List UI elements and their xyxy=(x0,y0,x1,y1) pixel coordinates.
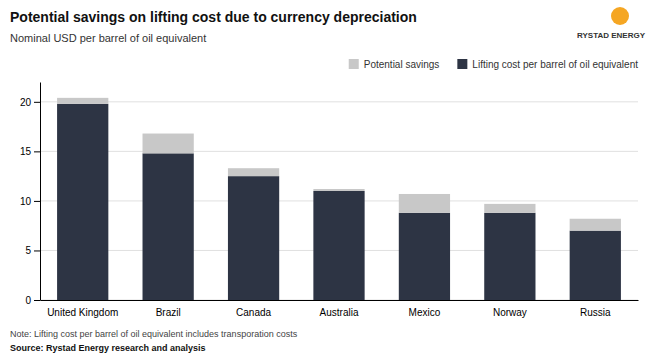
x-tick: Canada xyxy=(236,307,271,318)
y-tick-mark xyxy=(34,102,40,103)
title: Potential savings on lifting cost due to… xyxy=(10,9,417,25)
grid-line xyxy=(40,151,638,152)
bar xyxy=(143,153,194,300)
y-tick-mark xyxy=(34,300,40,301)
bar xyxy=(57,98,108,104)
x-tick: United Kingdom xyxy=(47,307,118,318)
subtitle: Nominal USD per barrel of oil equivalent xyxy=(10,32,206,44)
grid xyxy=(40,102,638,300)
plot: 0 5 10 15 20 United Kingdom Brazil Canada Austra… xyxy=(20,83,639,319)
series xyxy=(57,98,621,231)
annotation: RYSTAD ENERGY xyxy=(577,31,646,40)
y-tick-mark xyxy=(34,151,40,152)
bar xyxy=(399,213,450,300)
bar xyxy=(228,176,279,300)
y-tick: 5 xyxy=(25,245,40,256)
note: Note: Lifting cost per barrel of oil equ… xyxy=(10,329,298,339)
y-axis: 0 5 10 15 20 xyxy=(20,83,41,306)
y-tick-label: 5 xyxy=(25,245,31,256)
legend-label: Potential savings xyxy=(364,59,440,70)
bar xyxy=(570,231,621,300)
legend-item: Lifting cost per barrel of oil equivalen… xyxy=(457,59,638,70)
x-tick-label: Russia xyxy=(580,307,611,318)
bar xyxy=(484,204,535,213)
legend-label: Lifting cost per barrel of oil equivalen… xyxy=(472,59,638,70)
bar xyxy=(57,104,108,300)
x-tick-label: Australia xyxy=(320,307,359,318)
x-tick: Australia xyxy=(320,307,359,318)
logo: RYSTAD ENERGY xyxy=(577,7,646,40)
y-tick-label: 20 xyxy=(20,97,32,108)
bar xyxy=(399,194,450,213)
bar xyxy=(484,213,535,300)
bar xyxy=(228,168,279,176)
legend-item: Potential savings xyxy=(349,59,440,70)
grid-line xyxy=(40,101,638,102)
y-tick-label: 10 xyxy=(20,196,32,207)
series xyxy=(57,104,621,300)
y-axis-line xyxy=(40,83,41,301)
bar xyxy=(570,219,621,231)
x-tick: Mexico xyxy=(409,307,441,318)
y-tick-mark xyxy=(34,201,40,202)
x-axis-line xyxy=(41,300,639,301)
source: Source: Rystad Energy research and analy… xyxy=(10,343,206,353)
y-tick-mark xyxy=(34,250,40,251)
y-tick: 0 xyxy=(25,295,40,306)
chart: Potential savings on lifting cost due to… xyxy=(0,0,653,359)
x-tick-label: Canada xyxy=(236,307,271,318)
y-tick-label: 15 xyxy=(20,146,32,157)
bars xyxy=(57,98,621,300)
y-tick: 20 xyxy=(20,97,40,108)
x-tick: Brazil xyxy=(156,307,181,318)
x-axis: United Kingdom Brazil Canada Australia Mexic… xyxy=(41,301,639,319)
legend: Potential savings Lifting cost per barrel… xyxy=(349,59,638,70)
x-tick-label: Mexico xyxy=(409,307,441,318)
x-tick: Russia xyxy=(580,307,611,318)
legend-swatch xyxy=(349,59,359,69)
x-tick: Norway xyxy=(493,307,527,318)
y-tick: 15 xyxy=(20,146,40,157)
logo-globe xyxy=(611,7,629,25)
bar xyxy=(143,134,194,154)
bar xyxy=(313,191,364,300)
y-tick-label: 0 xyxy=(25,295,31,306)
y-tick: 10 xyxy=(20,196,40,207)
x-tick-label: Norway xyxy=(493,307,527,318)
legend-swatch xyxy=(457,59,467,69)
x-tick-label: Brazil xyxy=(156,307,181,318)
bar xyxy=(313,189,364,191)
x-tick-label: United Kingdom xyxy=(47,307,118,318)
